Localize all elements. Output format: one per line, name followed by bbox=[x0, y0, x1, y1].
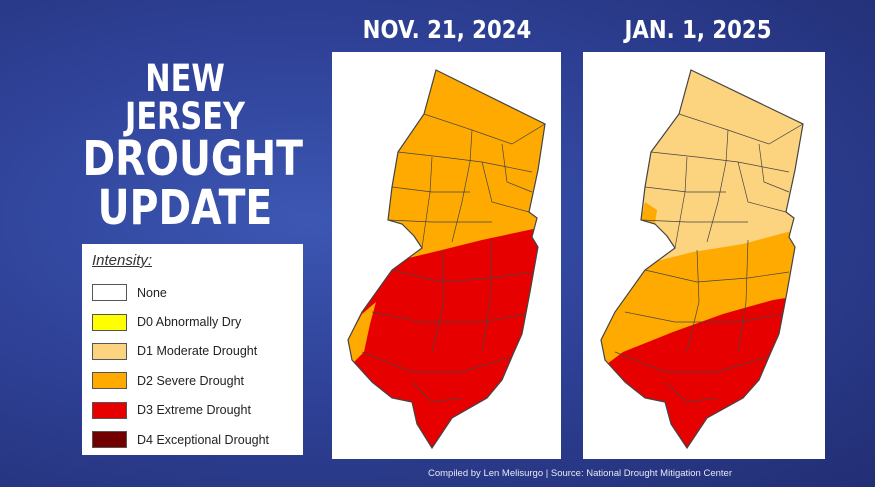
nj-map-jan-2025 bbox=[600, 69, 804, 450]
map-date-jan-2025: JAN. 1, 2025 bbox=[624, 15, 772, 44]
legend-item-d3: D3 Extreme Drought bbox=[92, 396, 303, 425]
legend-label: D0 Abnormally Dry bbox=[137, 315, 242, 330]
legend-swatch bbox=[92, 284, 127, 302]
legend-item-d2: D2 Severe Drought bbox=[92, 366, 303, 395]
county-lines bbox=[361, 113, 545, 403]
county-lines bbox=[614, 113, 803, 403]
credit-line: Compiled by Len Melisurgo | Source: Nati… bbox=[428, 468, 732, 479]
legend-item-d1: D1 Moderate Drought bbox=[92, 337, 303, 366]
nj-map-nov-2024 bbox=[347, 69, 546, 450]
legend-item-none: None bbox=[92, 278, 303, 307]
legend-swatch bbox=[92, 401, 127, 419]
d2-southwest-region bbox=[348, 302, 376, 364]
legend-label: None bbox=[137, 285, 167, 300]
map-panel-nov-2024 bbox=[332, 52, 561, 459]
state-outline bbox=[600, 69, 804, 450]
legend-label: D2 Severe Drought bbox=[137, 373, 245, 388]
title-line-3: UPDATE bbox=[97, 180, 273, 237]
title-line-2: DROUGHT bbox=[82, 131, 304, 188]
legend-label: D1 Moderate Drought bbox=[137, 344, 258, 359]
intensity-legend: Intensity: None D0 Abnormally Dry D1 Mod… bbox=[82, 244, 303, 455]
legend-label: D3 Extreme Drought bbox=[137, 403, 251, 418]
legend-swatch bbox=[92, 372, 127, 390]
title-line-1: NEW JERSEY bbox=[125, 57, 245, 138]
legend-swatch bbox=[92, 431, 127, 449]
legend-item-d4: D4 Exceptional Drought bbox=[92, 425, 303, 454]
d2-northwest-edge bbox=[641, 202, 657, 224]
legend-swatch bbox=[92, 313, 127, 331]
legend-heading: Intensity: bbox=[92, 252, 153, 269]
legend-swatch bbox=[92, 342, 127, 360]
map-date-nov-2024: NOV. 21, 2024 bbox=[362, 15, 532, 44]
page-title: NEW JERSEY DROUGHT UPDATE bbox=[60, 60, 310, 233]
legend-label: D4 Exceptional Drought bbox=[137, 432, 270, 447]
map-panel-jan-2025 bbox=[583, 52, 825, 459]
state-outline bbox=[347, 69, 546, 450]
legend-item-d0: D0 Abnormally Dry bbox=[92, 307, 303, 336]
